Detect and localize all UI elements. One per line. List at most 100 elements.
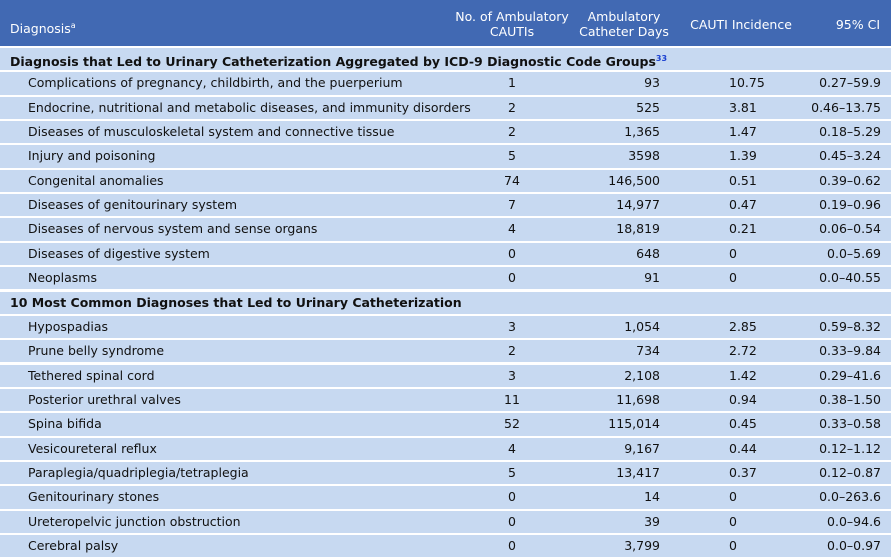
table-cell: 0.94 (729, 391, 757, 407)
table-cell: 0.38–1.50 (819, 391, 881, 407)
table-cell: Hypospadias (28, 318, 109, 334)
footnote-mark: 33 (655, 54, 668, 63)
header-text: Diagnosis (10, 21, 71, 37)
table-cell: 0.0–263.6 (819, 489, 881, 505)
table-row: Endocrine, nutritional and metabolic dis… (0, 96, 891, 119)
table-row: Posterior urethral valves 11 11,698 0.94 0.3… (0, 388, 891, 412)
table-cell: 146,500 (608, 172, 660, 188)
table-cell: 0 (729, 513, 737, 529)
table-cell: 9,167 (624, 440, 660, 456)
table-cell: Prune belly syndrome (28, 343, 165, 359)
table-header: Diagnosisa No. of Ambulatory CAUTIs Ambu… (0, 0, 891, 46)
table-cell: 0 (729, 489, 737, 505)
table-row: Congenital anomalies 74 146,500 0.51 0.39–0.… (0, 169, 891, 193)
header-cell: No. of Ambulatory CAUTIs (455, 9, 569, 39)
table-cell: Diseases of genitourinary system (28, 197, 238, 213)
table-cell: 14,977 (616, 197, 660, 213)
table-cell: 0 (729, 538, 737, 553)
table-cell: 11 (504, 391, 520, 407)
table-cell: 525 (636, 99, 660, 115)
footnote-mark: a (70, 21, 76, 30)
table-row: Hypospadias 3 1,054 2.85 0.59–8.32 (0, 315, 891, 339)
section-title: 10 Most Common Diagnoses that Led to Uri… (10, 292, 462, 314)
table-cell: 2,108 (624, 367, 660, 383)
table-cell: 0.21 (729, 221, 757, 237)
table-cell: 2.72 (729, 343, 757, 359)
table-cell: 2.85 (729, 318, 757, 334)
table-cell: 0.44 (729, 440, 757, 456)
table-cell: Endocrine, nutritional and metabolic dis… (28, 99, 471, 115)
header-cell: Diagnosisa (10, 18, 76, 36)
table-row: Ureteropelvic junction obstruction 0 39 0 0.… (0, 510, 891, 533)
table-row: Diseases of genitourinary system 7 14,977 0… (0, 194, 891, 217)
table-cell: 0.06–0.54 (819, 221, 881, 237)
table-cell: 5 (508, 148, 516, 164)
section-title: Diagnosis that Led to Urinary Catheteriz… (10, 48, 667, 73)
table-row: Cerebral palsy 0 3,799 0 0.0–0.97 (0, 535, 891, 557)
header-cell: Ambulatory Catheter Days (579, 9, 669, 39)
table-cell: 0.45–3.24 (819, 148, 881, 164)
table-cell: Genitourinary stones (28, 489, 160, 505)
table-cell: 0.45 (729, 416, 757, 432)
table-cell: Vesicoureteral reflux (28, 440, 157, 456)
table-cell: 10.75 (729, 75, 765, 91)
table-cell: 0 (508, 513, 516, 529)
table-row: Genitourinary stones 0 14 0 0.0–263.6 (0, 486, 891, 509)
section-row: Diagnosis that Led to Urinary Catheteriz… (0, 48, 891, 73)
table-cell: Tethered spinal cord (28, 367, 155, 383)
table-cell: 0 (729, 270, 737, 286)
table-cell: 52 (504, 416, 520, 432)
table-cell: Cerebral palsy (28, 538, 119, 553)
table-cell: 1.42 (729, 367, 757, 383)
table-row: Diseases of digestive system 0 648 0 0.0–5.6… (0, 242, 891, 266)
table-cell: Spina bifida (28, 416, 102, 432)
table-cell: 0.33–9.84 (819, 343, 881, 359)
table-cell: 1.47 (729, 124, 757, 140)
table-cell: 734 (636, 343, 660, 359)
table-cell: 2 (508, 124, 516, 140)
table-cell: 74 (504, 172, 520, 188)
table-cell: 0.27–59.9 (819, 75, 881, 91)
table-cell: 7 (508, 197, 516, 213)
table-cell: Diseases of nervous system and sense org… (28, 221, 318, 237)
table-cell: Paraplegia/quadriplegia/tetraplegia (28, 464, 249, 480)
table-cell: Diseases of digestive system (28, 245, 210, 261)
table-cell: 5 (508, 464, 516, 480)
table-cell: 0.0–0.97 (827, 538, 881, 553)
table-cell: 2 (508, 343, 516, 359)
table-row: Injury and poisoning 5 3598 1.39 0.45–3.24 (0, 145, 891, 168)
table-cell: 115,014 (608, 416, 660, 432)
table-cell: 0.29–41.6 (819, 367, 881, 383)
table-cell: 0 (508, 538, 516, 553)
table-cell: 0.12–1.12 (819, 440, 881, 456)
section-title-text: Diagnosis that Led to Urinary Catheteriz… (10, 54, 656, 70)
table-cell: 1.39 (729, 148, 757, 164)
table-row: Complications of pregnancy, childbirth, … (0, 72, 891, 95)
table-cell: 0.0–5.69 (827, 245, 881, 261)
table-row: Diseases of nervous system and sense org… (0, 218, 891, 241)
table-cell: 0.39–0.62 (819, 172, 881, 188)
table-row: Paraplegia/quadriplegia/tetraplegia 5 13,4… (0, 461, 891, 485)
table-cell: 3 (508, 367, 516, 383)
table-cell: 91 (644, 270, 660, 286)
table-cell: Congenital anomalies (28, 172, 164, 188)
table-cell: Posterior urethral valves (28, 391, 181, 407)
table-cell: 3.81 (729, 99, 757, 115)
table-cell: Ureteropelvic junction obstruction (28, 513, 241, 529)
table-cell: 1,054 (624, 318, 660, 334)
table-cell: 0.12–0.87 (819, 464, 881, 480)
table-cell: 18,819 (616, 221, 660, 237)
table-cell: Complications of pregnancy, childbirth, … (28, 75, 403, 91)
table-row: Diseases of musculoskeletal system and c… (0, 121, 891, 144)
table-cell: 0 (508, 489, 516, 505)
table-cell: 1 (508, 75, 516, 91)
header-cell: 95% CI (835, 17, 880, 32)
table-cell: 1,365 (624, 124, 660, 140)
table-cell: 93 (644, 75, 660, 91)
table-cell: 0 (729, 245, 737, 261)
table-cell: Diseases of musculoskeletal system and c… (28, 124, 395, 140)
table-cell: Injury and poisoning (28, 148, 156, 164)
table-cell: 3,799 (624, 538, 660, 553)
table-row: Tethered spinal cord 3 2,108 1.42 0.29–41.6 (0, 364, 891, 387)
